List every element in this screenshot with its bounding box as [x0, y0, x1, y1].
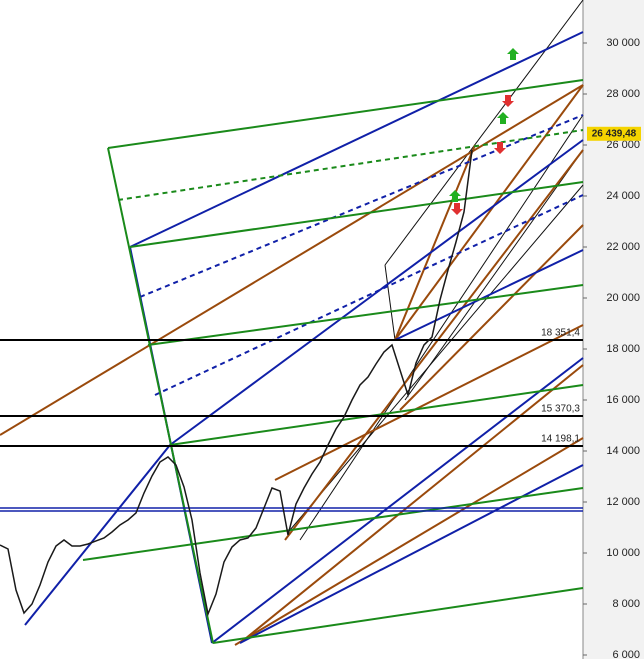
down-arrow — [494, 142, 506, 154]
y-tick-label: 20 000 — [606, 292, 640, 304]
up-arrow — [507, 48, 519, 60]
trend-line — [404, 149, 584, 401]
trend-line — [82, 487, 584, 561]
y-tick-label: 16 000 — [606, 394, 640, 406]
trend-line — [24, 444, 171, 626]
down-arrow — [451, 203, 463, 215]
trend-line — [129, 181, 584, 248]
trend-line — [394, 144, 476, 341]
trend-line — [139, 114, 584, 298]
trend-line — [107, 147, 214, 644]
up-arrow — [449, 190, 461, 202]
axis-area — [583, 0, 644, 659]
y-tick-label: 24 000 — [606, 190, 640, 202]
trend-line — [239, 364, 584, 644]
trend-line — [117, 129, 584, 201]
trend-line — [289, 184, 584, 531]
trend-line — [384, 0, 584, 266]
trend-line — [399, 224, 584, 411]
y-tick-label: 6 000 — [612, 649, 640, 659]
trend-line — [107, 79, 584, 149]
trend-line — [0, 84, 584, 436]
trend-line — [212, 587, 584, 644]
trend-line — [384, 264, 396, 341]
y-tick-label: 8 000 — [612, 598, 640, 610]
signals — [449, 48, 519, 215]
down-arrow — [502, 95, 514, 107]
up-arrow — [497, 112, 509, 124]
y-tick-label: 28 000 — [606, 88, 640, 100]
y-tick-label: 18 000 — [606, 343, 640, 355]
trend-line — [239, 464, 584, 644]
trend-line — [394, 249, 584, 341]
level-label: 15 370,3 — [541, 404, 580, 415]
trend-line — [211, 357, 584, 644]
price-label: 26 439,48 — [592, 128, 637, 139]
trend-line — [274, 324, 584, 481]
trend-line — [299, 114, 584, 541]
plot-area — [0, 0, 583, 659]
y-tick-label: 22 000 — [606, 241, 640, 253]
price-line — [0, 149, 473, 617]
trend-line — [129, 31, 584, 248]
trend-line — [154, 194, 584, 396]
trend-line — [169, 384, 584, 446]
trend-line — [147, 284, 584, 346]
drawings — [0, 0, 584, 646]
y-tick-label: 14 000 — [606, 445, 640, 457]
trend-line — [234, 437, 584, 646]
level-label: 14 198,1 — [541, 434, 580, 445]
y-tick-label: 12 000 — [606, 496, 640, 508]
trend-line — [284, 149, 584, 541]
y-tick-label: 30 000 — [606, 37, 640, 49]
y-tick-label: 10 000 — [606, 547, 640, 559]
level-label: 18 351,4 — [541, 328, 580, 339]
price-box — [587, 126, 641, 141]
y-tick-label: 26 000 — [606, 139, 640, 151]
